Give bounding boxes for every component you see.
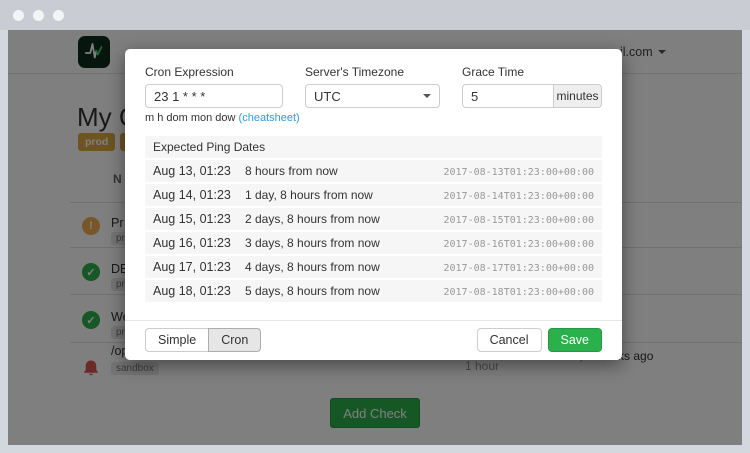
cron-helper-text: m h dom mon dow (cheatsheet) (145, 112, 300, 124)
chevron-down-icon (423, 94, 431, 98)
simple-mode-button[interactable]: Simple (145, 328, 210, 352)
cron-dialog-body: Cron Expression m h dom mon dow (cheatsh… (125, 49, 622, 302)
ping-row: Aug 14, 01:23 1 day, 8 hours from now 20… (145, 184, 602, 206)
ping-row: Aug 16, 01:23 3 days, 8 hours from now 2… (145, 232, 602, 254)
cron-mode-button[interactable]: Cron (208, 328, 262, 352)
ping-relative: 4 days, 8 hours from now (245, 260, 380, 274)
dialog-actions: Cancel Save (476, 328, 602, 352)
app-window: il.com My C prod work N ! Pr pr ✓ DB pr … (8, 30, 742, 445)
cron-helper-fields: m h dom mon dow (145, 112, 236, 124)
ping-relative: 8 hours from now (245, 164, 338, 178)
ping-row: Aug 18, 01:23 5 days, 8 hours from now 2… (145, 280, 602, 302)
window-control-dot[interactable] (13, 9, 24, 21)
ping-iso-timestamp: 2017-08-18T01:23:00+00:00 (443, 287, 594, 298)
grace-time-input-group: minutes (462, 84, 602, 108)
grace-time-input[interactable] (462, 84, 554, 108)
ping-date: Aug 13, 01:23 (153, 164, 231, 178)
ping-relative: 3 days, 8 hours from now (245, 236, 380, 250)
browser-titlebar (0, 0, 750, 30)
window-control-dot[interactable] (53, 9, 64, 21)
window-control-dot[interactable] (33, 9, 44, 21)
cron-dialog: Cron Expression m h dom mon dow (cheatsh… (125, 49, 622, 360)
save-button[interactable]: Save (547, 328, 602, 352)
timezone-label: Server's Timezone (305, 65, 404, 79)
cron-expression-input[interactable] (145, 84, 283, 108)
ping-date: Aug 15, 01:23 (153, 212, 231, 226)
grace-time-field-group: Grace Time minutes (462, 65, 602, 124)
ping-row: Aug 13, 01:23 8 hours from now 2017-08-1… (145, 160, 602, 182)
ping-date: Aug 14, 01:23 (153, 188, 231, 202)
grace-time-unit: minutes (554, 84, 602, 108)
timezone-select[interactable]: UTC (305, 84, 440, 108)
ping-iso-timestamp: 2017-08-16T01:23:00+00:00 (443, 239, 594, 250)
ping-relative: 1 day, 8 hours from now (245, 188, 373, 202)
ping-date: Aug 17, 01:23 (153, 260, 231, 274)
ping-relative: 5 days, 8 hours from now (245, 284, 380, 298)
ping-iso-timestamp: 2017-08-14T01:23:00+00:00 (443, 191, 594, 202)
cron-expression-label: Cron Expression (145, 65, 234, 79)
timezone-field-group: Server's Timezone UTC (305, 65, 440, 124)
expected-ping-dates-table: Expected Ping Dates Aug 13, 01:23 8 hour… (145, 136, 602, 302)
ping-relative: 2 days, 8 hours from now (245, 212, 380, 226)
schedule-mode-toggle: Simple Cron (145, 328, 262, 352)
ping-date: Aug 16, 01:23 (153, 236, 231, 250)
cron-expression-field-group: Cron Expression m h dom mon dow (cheatsh… (145, 65, 300, 124)
ping-iso-timestamp: 2017-08-15T01:23:00+00:00 (443, 215, 594, 226)
cron-form-fields: Cron Expression m h dom mon dow (cheatsh… (145, 65, 602, 124)
timezone-selected-value: UTC (314, 88, 341, 104)
ping-row: Aug 15, 01:23 2 days, 8 hours from now 2… (145, 208, 602, 230)
ping-iso-timestamp: 2017-08-13T01:23:00+00:00 (443, 167, 594, 178)
cheatsheet-link[interactable]: (cheatsheet) (238, 112, 300, 124)
cancel-button[interactable]: Cancel (476, 328, 542, 352)
ping-date: Aug 18, 01:23 (153, 284, 231, 298)
ping-row: Aug 17, 01:23 4 days, 8 hours from now 2… (145, 256, 602, 278)
cron-dialog-footer: Simple Cron Cancel Save (125, 320, 622, 360)
ping-table-header: Expected Ping Dates (145, 136, 602, 158)
grace-time-label: Grace Time (462, 65, 525, 79)
ping-iso-timestamp: 2017-08-17T01:23:00+00:00 (443, 263, 594, 274)
